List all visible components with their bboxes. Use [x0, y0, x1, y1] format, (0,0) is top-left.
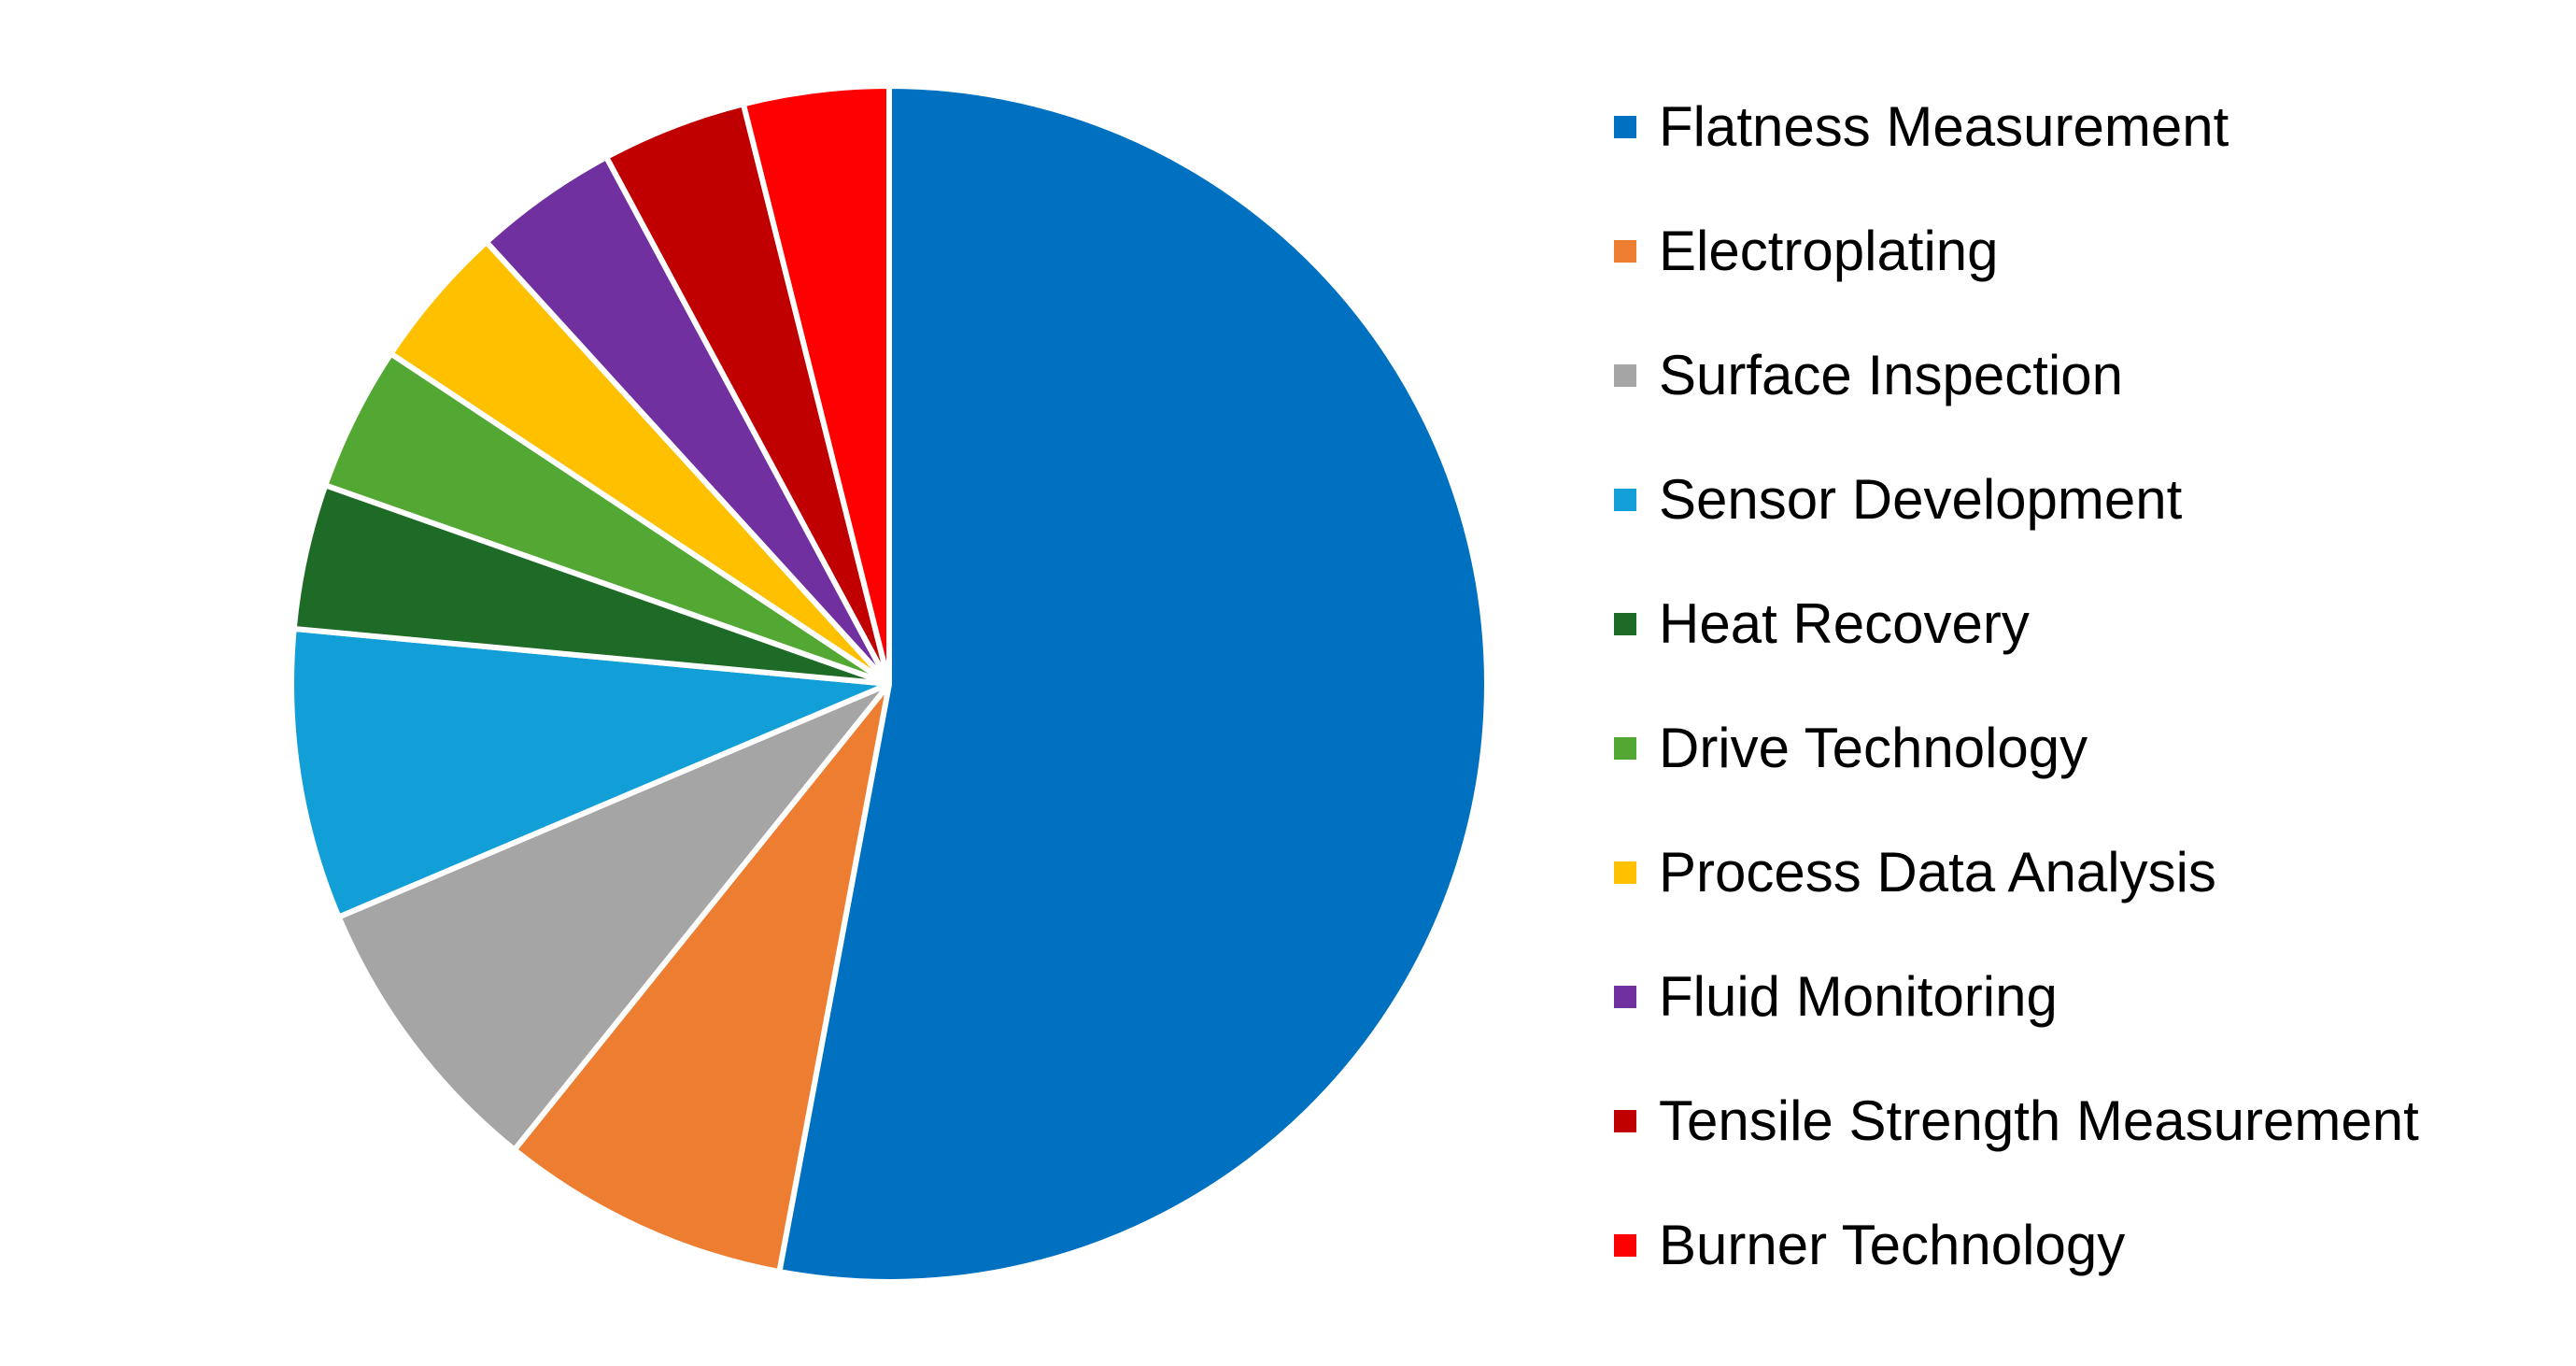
legend-item: Flatness Measurement [1614, 90, 2229, 164]
legend-swatch [1614, 737, 1636, 760]
pie-slice-surface-inspection [335, 681, 892, 1153]
legend-swatch [1614, 861, 1636, 884]
legend-label: Burner Technology [1659, 1214, 2126, 1276]
legend-label: Tensile Strength Measurement [1659, 1089, 2419, 1152]
legend-swatch [1614, 116, 1636, 138]
legend-item: Heat Recovery [1614, 587, 2030, 662]
legend-label: Sensor Development [1659, 468, 2183, 531]
legend-label: Drive Technology [1659, 717, 2088, 779]
legend-label: Fluid Monitoring [1659, 965, 2058, 1028]
legend-item: Electroplating [1614, 214, 1999, 289]
legend-swatch [1614, 613, 1636, 635]
legend-item: Surface Inspection [1614, 338, 2123, 413]
legend-item: Drive Technology [1614, 711, 2088, 786]
legend-label: Electroplating [1659, 220, 1999, 282]
legend-swatch [1614, 489, 1636, 511]
legend-swatch [1614, 1234, 1636, 1257]
legend-item: Fluid Monitoring [1614, 960, 2058, 1034]
legend-label: Flatness Measurement [1659, 95, 2229, 158]
legend-label: Surface Inspection [1659, 344, 2123, 406]
pie-slice-flatness-measurement [776, 83, 1490, 1285]
legend-label: Heat Recovery [1659, 592, 2030, 655]
legend-swatch [1614, 240, 1636, 263]
legend-item: Burner Technology [1614, 1208, 2125, 1283]
legend-item: Tensile Strength Measurement [1614, 1084, 2419, 1159]
pie-slice-electroplating [511, 681, 892, 1275]
pie-slice-burner-technology [740, 83, 892, 687]
legend-item: Process Data Analysis [1614, 835, 2216, 910]
legend-label: Process Data Analysis [1659, 841, 2216, 904]
legend-swatch [1614, 364, 1636, 387]
legend-item: Sensor Development [1614, 462, 2182, 537]
legend-swatch [1614, 1110, 1636, 1132]
legend-swatch [1614, 986, 1636, 1008]
pie-slice-sensor-development [289, 625, 892, 920]
